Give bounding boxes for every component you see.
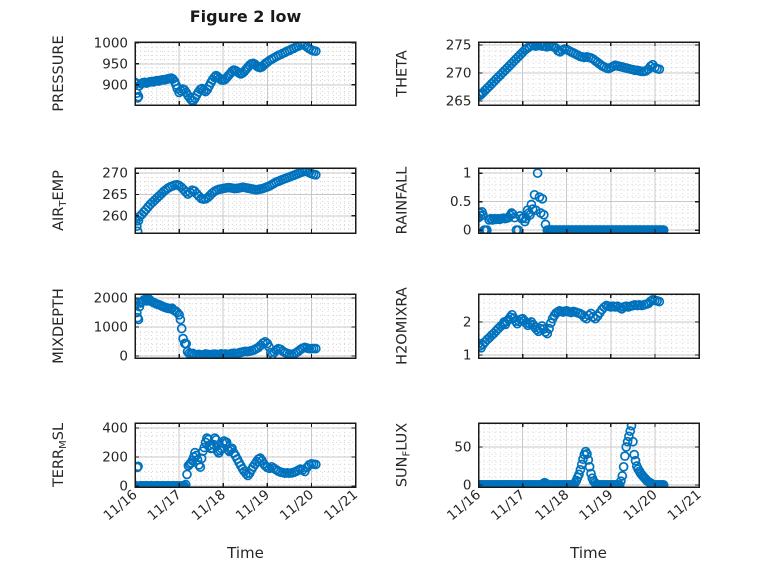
y-tick-label: 0	[119, 348, 128, 364]
subplot-air-temp: 260 265 270 AIRTEMP	[51, 166, 357, 234]
y-tick-label: 950	[102, 56, 128, 72]
x-axis-title-left: Time	[227, 544, 264, 562]
y-tick-label: 0	[463, 478, 472, 494]
x-tick-label: 11/21	[664, 487, 704, 524]
x-tick-label: 11/18	[532, 487, 572, 524]
subplot-h2omixra: 1 2 H2OMIXRA	[395, 287, 700, 365]
y-tick-label: 260	[102, 208, 128, 224]
y-axis-label: PRESSURE	[51, 35, 67, 111]
y-axis-label: H2OMIXRA	[395, 287, 411, 365]
y-axis-label: THETA	[395, 50, 411, 98]
data-points	[478, 295, 665, 353]
y-tick-label: 400	[102, 420, 128, 436]
x-tick-label: 11/19	[576, 487, 616, 524]
y-tick-label: 1000	[94, 35, 128, 51]
y-tick-label: 200	[102, 449, 128, 465]
y-tick-label: 900	[102, 77, 128, 93]
data-points	[478, 168, 669, 233]
x-tick-label: 11/20	[277, 487, 317, 524]
y-axis-label: AIRTEMP	[51, 170, 69, 231]
y-tick-label: 265	[102, 187, 128, 203]
subplot-theta: 265 270 275 THETA	[395, 38, 700, 110]
y-tick-label: 1000	[94, 320, 128, 336]
y-tick-label: 265	[446, 94, 472, 110]
data-points	[135, 433, 321, 487]
y-tick-label: 2	[463, 315, 472, 331]
x-tick-label: 11/20	[620, 487, 660, 524]
x-tick-label: 11/18	[189, 487, 229, 524]
y-tick-label: 275	[446, 38, 472, 54]
y-axis-label: RAINFALL	[395, 167, 411, 235]
y-tick-label: 270	[102, 166, 128, 182]
y-tick-label: 50	[454, 440, 471, 456]
y-tick-label: 270	[446, 66, 472, 82]
figure-title: Figure 2 low	[189, 7, 302, 26]
y-tick-label: 0	[463, 223, 472, 239]
x-tick-label: 11/17	[488, 487, 528, 524]
y-tick-label: 1	[463, 348, 472, 364]
y-tick-label: 0.5	[450, 194, 471, 210]
x-tick-label: 11/17	[145, 487, 185, 524]
y-axis-label: MIXDEPTH	[51, 288, 67, 364]
data-points	[135, 168, 321, 233]
y-tick-label: 2000	[94, 291, 128, 307]
data-points	[478, 423, 669, 487]
subplot-mixdepth: 0 1000 2000 MIXDEPTH	[51, 288, 357, 364]
y-axis-label: SUNFLUX	[395, 423, 413, 487]
x-tick-label: 11/19	[233, 487, 273, 524]
x-axis-title-right: Time	[570, 544, 607, 562]
y-axis-label: TERRMSL	[51, 423, 69, 488]
y-tick-label: 1	[463, 166, 472, 182]
subplot-pressure: 900 950 1000 PRESSURE	[51, 35, 357, 112]
y-tick-label: 0	[119, 478, 128, 494]
data-points	[135, 294, 321, 358]
data-points	[478, 42, 665, 101]
x-tick-label: 11/21	[321, 487, 361, 524]
subplot-rainfall: 0 0.5 1 RAINFALL	[395, 166, 700, 239]
data-points	[135, 42, 321, 105]
